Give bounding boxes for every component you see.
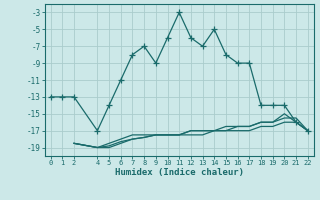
X-axis label: Humidex (Indice chaleur): Humidex (Indice chaleur) <box>115 168 244 177</box>
